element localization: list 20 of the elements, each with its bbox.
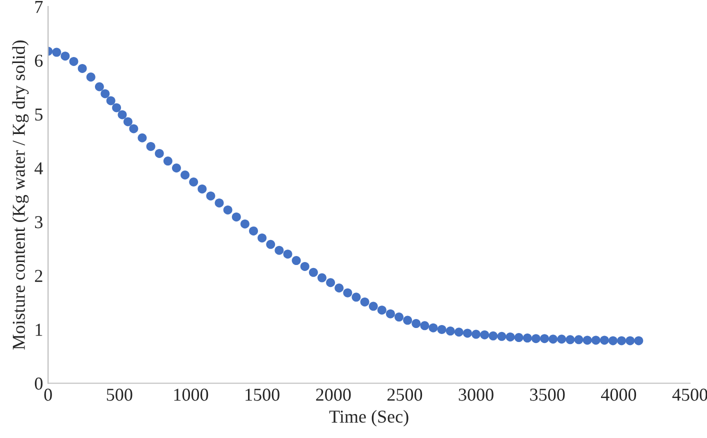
x-tick-label: 0 bbox=[44, 388, 52, 401]
x-tick-label: 4500 bbox=[672, 388, 707, 401]
y-tick-label: 1 bbox=[36, 324, 42, 336]
x-tick-label: 500 bbox=[106, 388, 132, 401]
x-tick-label: 2000 bbox=[316, 388, 351, 401]
x-tick-label: 1500 bbox=[246, 388, 280, 401]
y-axis-title: Moisture content (Kg water / Kg dry solid) bbox=[12, 40, 29, 350]
x-tick-label: 3500 bbox=[530, 388, 565, 401]
x-tick-label: 2500 bbox=[387, 388, 422, 401]
x-tick-label: 4000 bbox=[601, 388, 636, 401]
x-axis-title: Time (Sec) bbox=[329, 410, 408, 426]
y-tick-label: 4 bbox=[34, 162, 43, 174]
y-tick-label: 5 bbox=[35, 108, 43, 121]
x-tick-label: 3000 bbox=[458, 388, 494, 401]
y-tick-label: 2 bbox=[34, 270, 42, 282]
y-tick-label: 7 bbox=[35, 1, 43, 13]
x-tick-label: 1000 bbox=[174, 388, 208, 401]
y-tick-label: 6 bbox=[34, 54, 43, 67]
y-tick-label: 0 bbox=[34, 378, 43, 390]
y-tick-label: 3 bbox=[35, 216, 43, 228]
